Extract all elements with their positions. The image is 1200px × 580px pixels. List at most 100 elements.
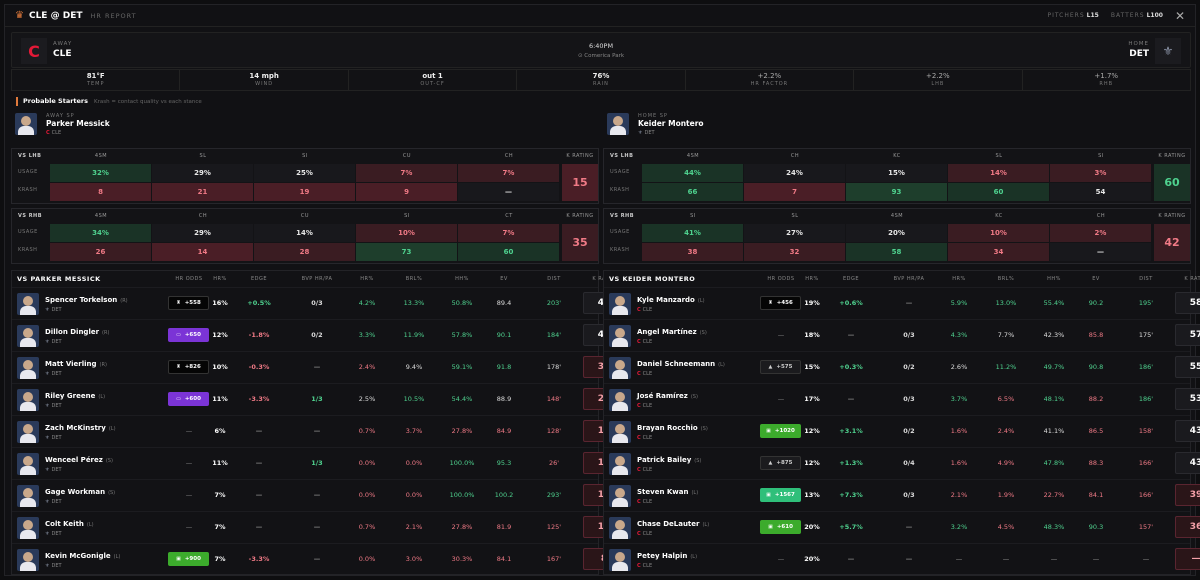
batter-name[interactable]: Dillon Dingler (R): [45, 328, 110, 336]
hr-pct: 15%: [804, 363, 820, 371]
exit-velo: 88.3: [1088, 459, 1104, 467]
batter-name[interactable]: Kevin McGonigle (L): [45, 552, 121, 560]
hr-odds-button[interactable]: ▣ +1567: [760, 488, 801, 502]
batter-team: ⚜ DET: [45, 563, 62, 569]
column-header[interactable]: BRL%: [405, 276, 423, 282]
batter-name[interactable]: Gage Workman (S): [45, 488, 116, 496]
column-header[interactable]: BVP HR/PA: [301, 276, 333, 282]
table-row[interactable]: Dillon Dingler (R) ⚜ DET ▭ +650 12% -1.8% 0…: [12, 319, 625, 350]
table-row[interactable]: Zach McKinstry (L) ⚜ DET — 6% — — 0.7% 3.7…: [12, 415, 625, 446]
batter-name[interactable]: Kyle Manzardo (L): [637, 296, 705, 304]
table-row[interactable]: Patrick Bailey (S) C CLE ▲ +875 12% +1.3% 0…: [604, 447, 1200, 478]
column-header[interactable]: HR ODDS: [767, 276, 795, 282]
hr-odds-button[interactable]: ▣ +1020: [760, 424, 801, 438]
batter-name[interactable]: Wenceel Pérez (S): [45, 456, 113, 464]
table-row[interactable]: Colt Keith (L) ⚜ DET — 7% — — 0.7% 2.1% 27…: [12, 511, 625, 542]
batter-name[interactable]: Petey Halpin (L): [637, 552, 698, 560]
column-header[interactable]: EV: [500, 276, 508, 282]
column-header[interactable]: HH%: [1047, 276, 1061, 282]
close-icon[interactable]: ✕: [1174, 8, 1185, 23]
batter-name[interactable]: Angel Martínez (S): [637, 328, 707, 336]
batter-team: ⚜ DET: [45, 307, 62, 313]
hr-rate: 3.3%: [358, 331, 376, 339]
table-row[interactable]: Wenceel Pérez (S) ⚜ DET — 11% — 1/3 0.0% 0…: [12, 447, 625, 478]
team-logo-icon: C: [637, 339, 641, 345]
batter-name[interactable]: Matt Vierling (R): [45, 360, 107, 368]
table-row[interactable]: Steven Kwan (L) C CLE ▣ +1567 13% +7.3% 0/3…: [604, 479, 1200, 510]
batter-hand: (L): [98, 394, 106, 400]
hr-odds-button[interactable]: ▲ +875: [760, 456, 801, 470]
column-header[interactable]: EDGE: [842, 276, 860, 282]
batter-name[interactable]: Riley Greene (L): [45, 392, 106, 400]
column-header[interactable]: BVP HR/PA: [893, 276, 925, 282]
column-header[interactable]: HR%: [213, 276, 227, 282]
barrel-pct: 4.9%: [997, 459, 1015, 467]
sportsbook-icon: ▲: [768, 364, 773, 370]
batter-name[interactable]: Zach McKinstry (L): [45, 424, 116, 432]
table-row[interactable]: Spencer Torkelson (R) ⚜ DET ♜ +558 16% +0.5…: [12, 287, 625, 318]
usage-cell: 3%: [1050, 164, 1151, 182]
batter-name[interactable]: Brayan Rocchio (S): [637, 424, 708, 432]
batter-name[interactable]: Steven Kwan (L): [637, 488, 699, 496]
weather-cell: out 1 OUT-CF: [349, 70, 518, 90]
hr-odds-button[interactable]: ▣ +900: [168, 552, 209, 566]
table-row[interactable]: Matt Vierling (R) ⚜ DET ♜ +826 10% -0.3% — …: [12, 351, 625, 382]
column-header[interactable]: HR%: [360, 276, 374, 282]
table-row[interactable]: Kyle Manzardo (L) C CLE ♜ +456 19% +0.6% — …: [604, 287, 1200, 318]
table-row[interactable]: Chase DeLauter (L) C CLE ▣ +610 20% +5.7% —…: [604, 511, 1200, 542]
table-row[interactable]: Petey Halpin (L) C CLE — 20% — — — — — — —…: [604, 543, 1200, 574]
column-header[interactable]: HH%: [455, 276, 469, 282]
bvp: 0/3: [903, 331, 915, 339]
column-header[interactable]: DIST: [1139, 276, 1153, 282]
column-header[interactable]: EV: [1092, 276, 1100, 282]
batter-name[interactable]: Colt Keith (L): [45, 520, 94, 528]
column-header[interactable]: EDGE: [250, 276, 268, 282]
hr-odds-button[interactable]: ♜ +456: [760, 296, 801, 310]
pitchers-filter-label[interactable]: PITCHERS: [1047, 12, 1085, 19]
batter-name[interactable]: Patrick Bailey (S): [637, 456, 702, 464]
pitcher-card[interactable]: AWAY SP Parker Messick C CLE: [15, 111, 315, 141]
krash-cell: —: [1050, 243, 1151, 261]
barrel-pct: 11.2%: [995, 363, 1017, 371]
column-header[interactable]: HR ODDS: [175, 276, 203, 282]
batter-hand: (L): [718, 362, 725, 368]
table-row[interactable]: Angel Martínez (S) C CLE — 18% — 0/3 4.3% …: [604, 319, 1200, 350]
batter-name[interactable]: Spencer Torkelson (R): [45, 296, 128, 304]
hr-odds-button[interactable]: ♜ +826: [168, 360, 209, 374]
hr-odds-button[interactable]: ♜ +558: [168, 296, 209, 310]
starters-subtitle: Krash = contact quality vs each stance: [94, 99, 202, 105]
pitcher-card[interactable]: HOME SP Keider Montero ⚜ DET: [607, 111, 907, 141]
column-header[interactable]: HR%: [952, 276, 966, 282]
hr-odds-button[interactable]: ▣ +610: [760, 520, 801, 534]
hard-hit-pct: 27.8%: [451, 523, 473, 531]
table-row[interactable]: Daniel Schneemann (L) C CLE ▲ +575 15% +0.3…: [604, 351, 1200, 382]
hr-odds-button[interactable]: ▭ +650: [168, 328, 209, 342]
krash-cell: —: [458, 183, 559, 201]
edge: +5.7%: [839, 523, 863, 531]
column-header[interactable]: DIST: [547, 276, 561, 282]
column-header[interactable]: K RATING: [1184, 276, 1200, 282]
arsenal-header: VS RHB 4SM CH CU SI CT K RATING: [12, 209, 598, 223]
edge: -1.8%: [248, 331, 270, 339]
weather-value: 81°F: [86, 72, 105, 80]
batters-filter-label[interactable]: BATTERS: [1110, 12, 1145, 19]
column-header[interactable]: HR%: [805, 276, 819, 282]
hr-odds-button[interactable]: ▲ +575: [760, 360, 801, 374]
table-row[interactable]: Gage Workman (S) ⚜ DET — 7% — — 0.0% 0.0% …: [12, 479, 625, 510]
hard-hit-pct: 50.8%: [451, 299, 473, 307]
table-row[interactable]: Kevin McGonigle (L) ⚜ DET ▣ +900 7% -3.3% —…: [12, 543, 625, 574]
batter-name[interactable]: José Ramírez (S): [637, 392, 698, 400]
table-row[interactable]: Brayan Rocchio (S) C CLE ▣ +1020 12% +3.1% …: [604, 415, 1200, 446]
table-row[interactable]: Riley Greene (L) ⚜ DET ▭ +600 11% -3.3% 1/3…: [12, 383, 625, 414]
batter-name[interactable]: Daniel Schneemann (L): [637, 360, 725, 368]
hr-odds-button[interactable]: ▭ +600: [168, 392, 209, 406]
usage-label: USAGE: [610, 229, 630, 235]
batters-filter-value[interactable]: L100: [1146, 12, 1163, 19]
krash-cell: 26: [50, 243, 151, 261]
column-header[interactable]: BRL%: [997, 276, 1015, 282]
bvp: 0/4: [903, 459, 915, 467]
batter-name[interactable]: Chase DeLauter (L): [637, 520, 710, 528]
barrel-pct: 0.0%: [405, 459, 423, 467]
pitchers-filter-value[interactable]: L15: [1086, 12, 1099, 19]
table-row[interactable]: José Ramírez (S) C CLE — 17% — 0/3 3.7% 6.…: [604, 383, 1200, 414]
